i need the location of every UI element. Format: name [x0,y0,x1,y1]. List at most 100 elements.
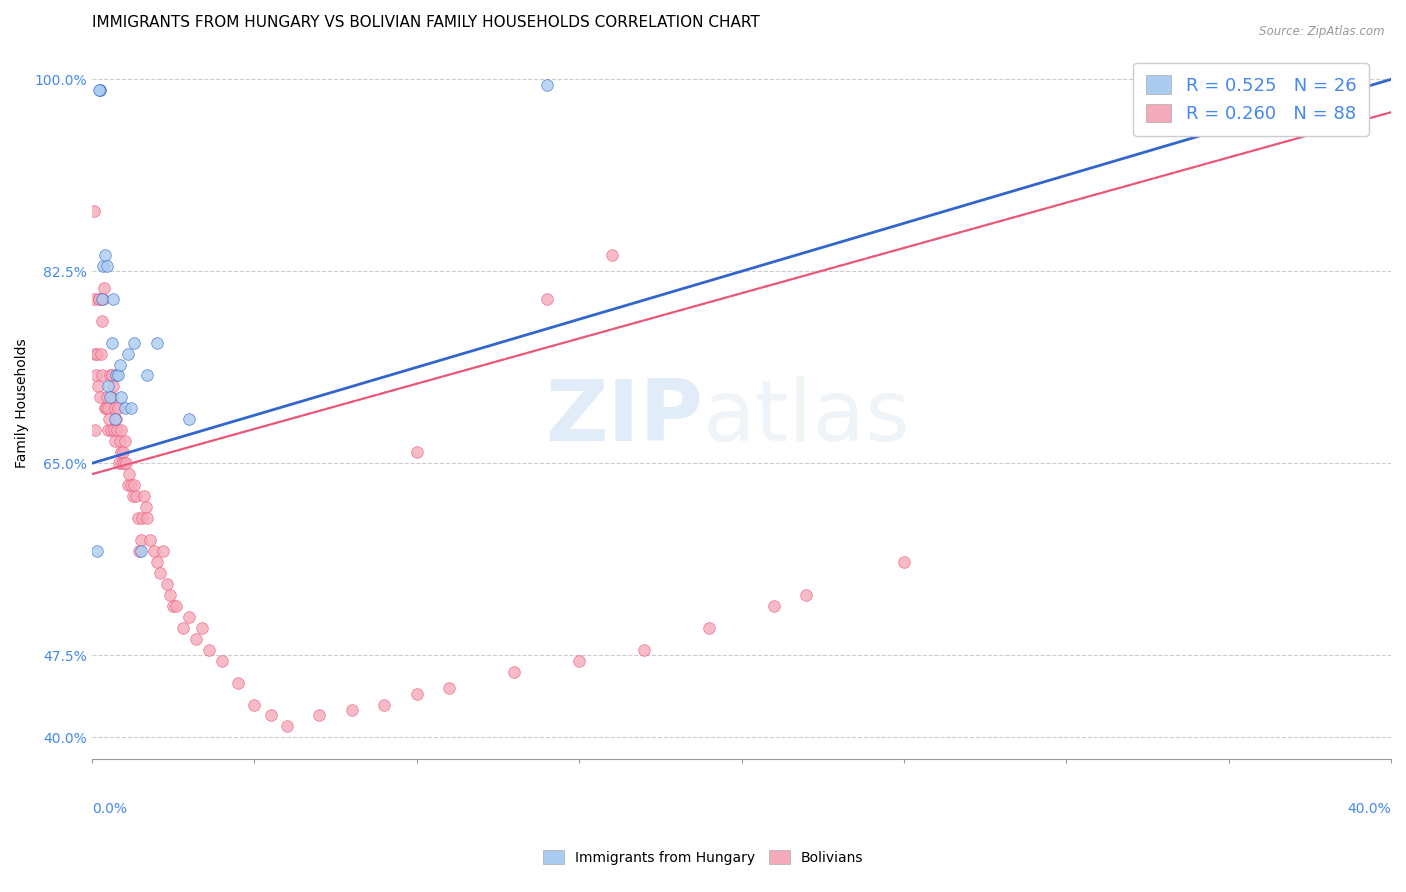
Point [149,566,172,580]
Point [89,83,111,97]
Point [89,83,111,97]
Point [108,358,131,372]
Point [87,83,110,97]
Point [159,588,181,602]
Text: 0.0%: 0.0% [91,802,127,816]
Point [107,456,129,470]
Point [101,292,124,306]
Point [129,533,152,547]
Point [139,533,162,547]
Text: IMMIGRANTS FROM HUNGARY VS BOLIVIAN FAMILY HOUSEHOLDS CORRELATION CHART: IMMIGRANTS FROM HUNGARY VS BOLIVIAN FAMI… [91,15,759,30]
Point [101,379,124,393]
Point [405,687,427,701]
Point [97,412,120,426]
Point [226,675,249,690]
Point [111,456,134,470]
Point [122,335,145,350]
Point [146,335,169,350]
Point [105,412,128,426]
Point [90,368,112,383]
Point [100,335,122,350]
Point [191,621,214,635]
Point [84,368,107,383]
Point [131,511,153,525]
Point [340,703,363,717]
Point [162,599,184,613]
Point [86,544,108,558]
Point [96,391,118,405]
Point [110,423,132,437]
Point [633,642,655,657]
Point [117,478,139,492]
Point [120,478,142,492]
Point [156,577,179,591]
Point [142,544,165,558]
Point [83,292,105,306]
Point [107,368,129,383]
Point [211,654,233,668]
Point [127,511,149,525]
Point [132,489,155,503]
Point [136,511,159,525]
Text: 40.0%: 40.0% [1347,802,1391,816]
Text: atlas: atlas [703,376,911,458]
Point [118,467,141,482]
Point [83,423,105,437]
Point [179,412,201,426]
Point [184,632,207,646]
Point [104,401,127,416]
Point [276,719,298,733]
Point [536,292,558,306]
Point [796,588,818,602]
Point [94,401,117,416]
Point [111,445,134,459]
Point [152,544,174,558]
Point [135,500,157,514]
Point [110,391,132,405]
Point [98,391,121,405]
Point [100,423,122,437]
Point [112,456,135,470]
Point [84,346,107,360]
Legend: R = 0.525   N = 26, R = 0.260   N = 88: R = 0.525 N = 26, R = 0.260 N = 88 [1133,62,1369,136]
Text: Source: ZipAtlas.com: Source: ZipAtlas.com [1260,25,1385,38]
Point [439,681,461,695]
Point [600,248,623,262]
Point [117,346,139,360]
Point [87,292,110,306]
Point [90,292,112,306]
Text: ZIP: ZIP [544,376,703,458]
Point [87,379,110,393]
Point [110,445,132,459]
Point [94,401,117,416]
Point [115,456,138,470]
Point [172,621,194,635]
Point [762,599,785,613]
Point [98,368,121,383]
Point [308,708,330,723]
Point [91,313,114,327]
Point [122,478,145,492]
Point [105,368,128,383]
Point [93,281,115,295]
Point [108,434,131,449]
Legend: Immigrants from Hungary, Bolivians: Immigrants from Hungary, Bolivians [536,843,870,871]
Point [89,391,111,405]
Point [125,489,148,503]
Point [568,654,591,668]
Point [93,259,115,273]
Point [259,708,281,723]
Point [83,204,105,219]
Point [100,391,122,405]
Point [101,368,124,383]
Point [128,544,150,558]
Point [121,489,143,503]
Point [146,555,169,569]
Point [893,555,915,569]
Point [129,544,152,558]
Point [136,368,159,383]
Point [107,401,129,416]
Point [373,698,395,712]
Point [243,698,266,712]
Point [86,346,108,360]
